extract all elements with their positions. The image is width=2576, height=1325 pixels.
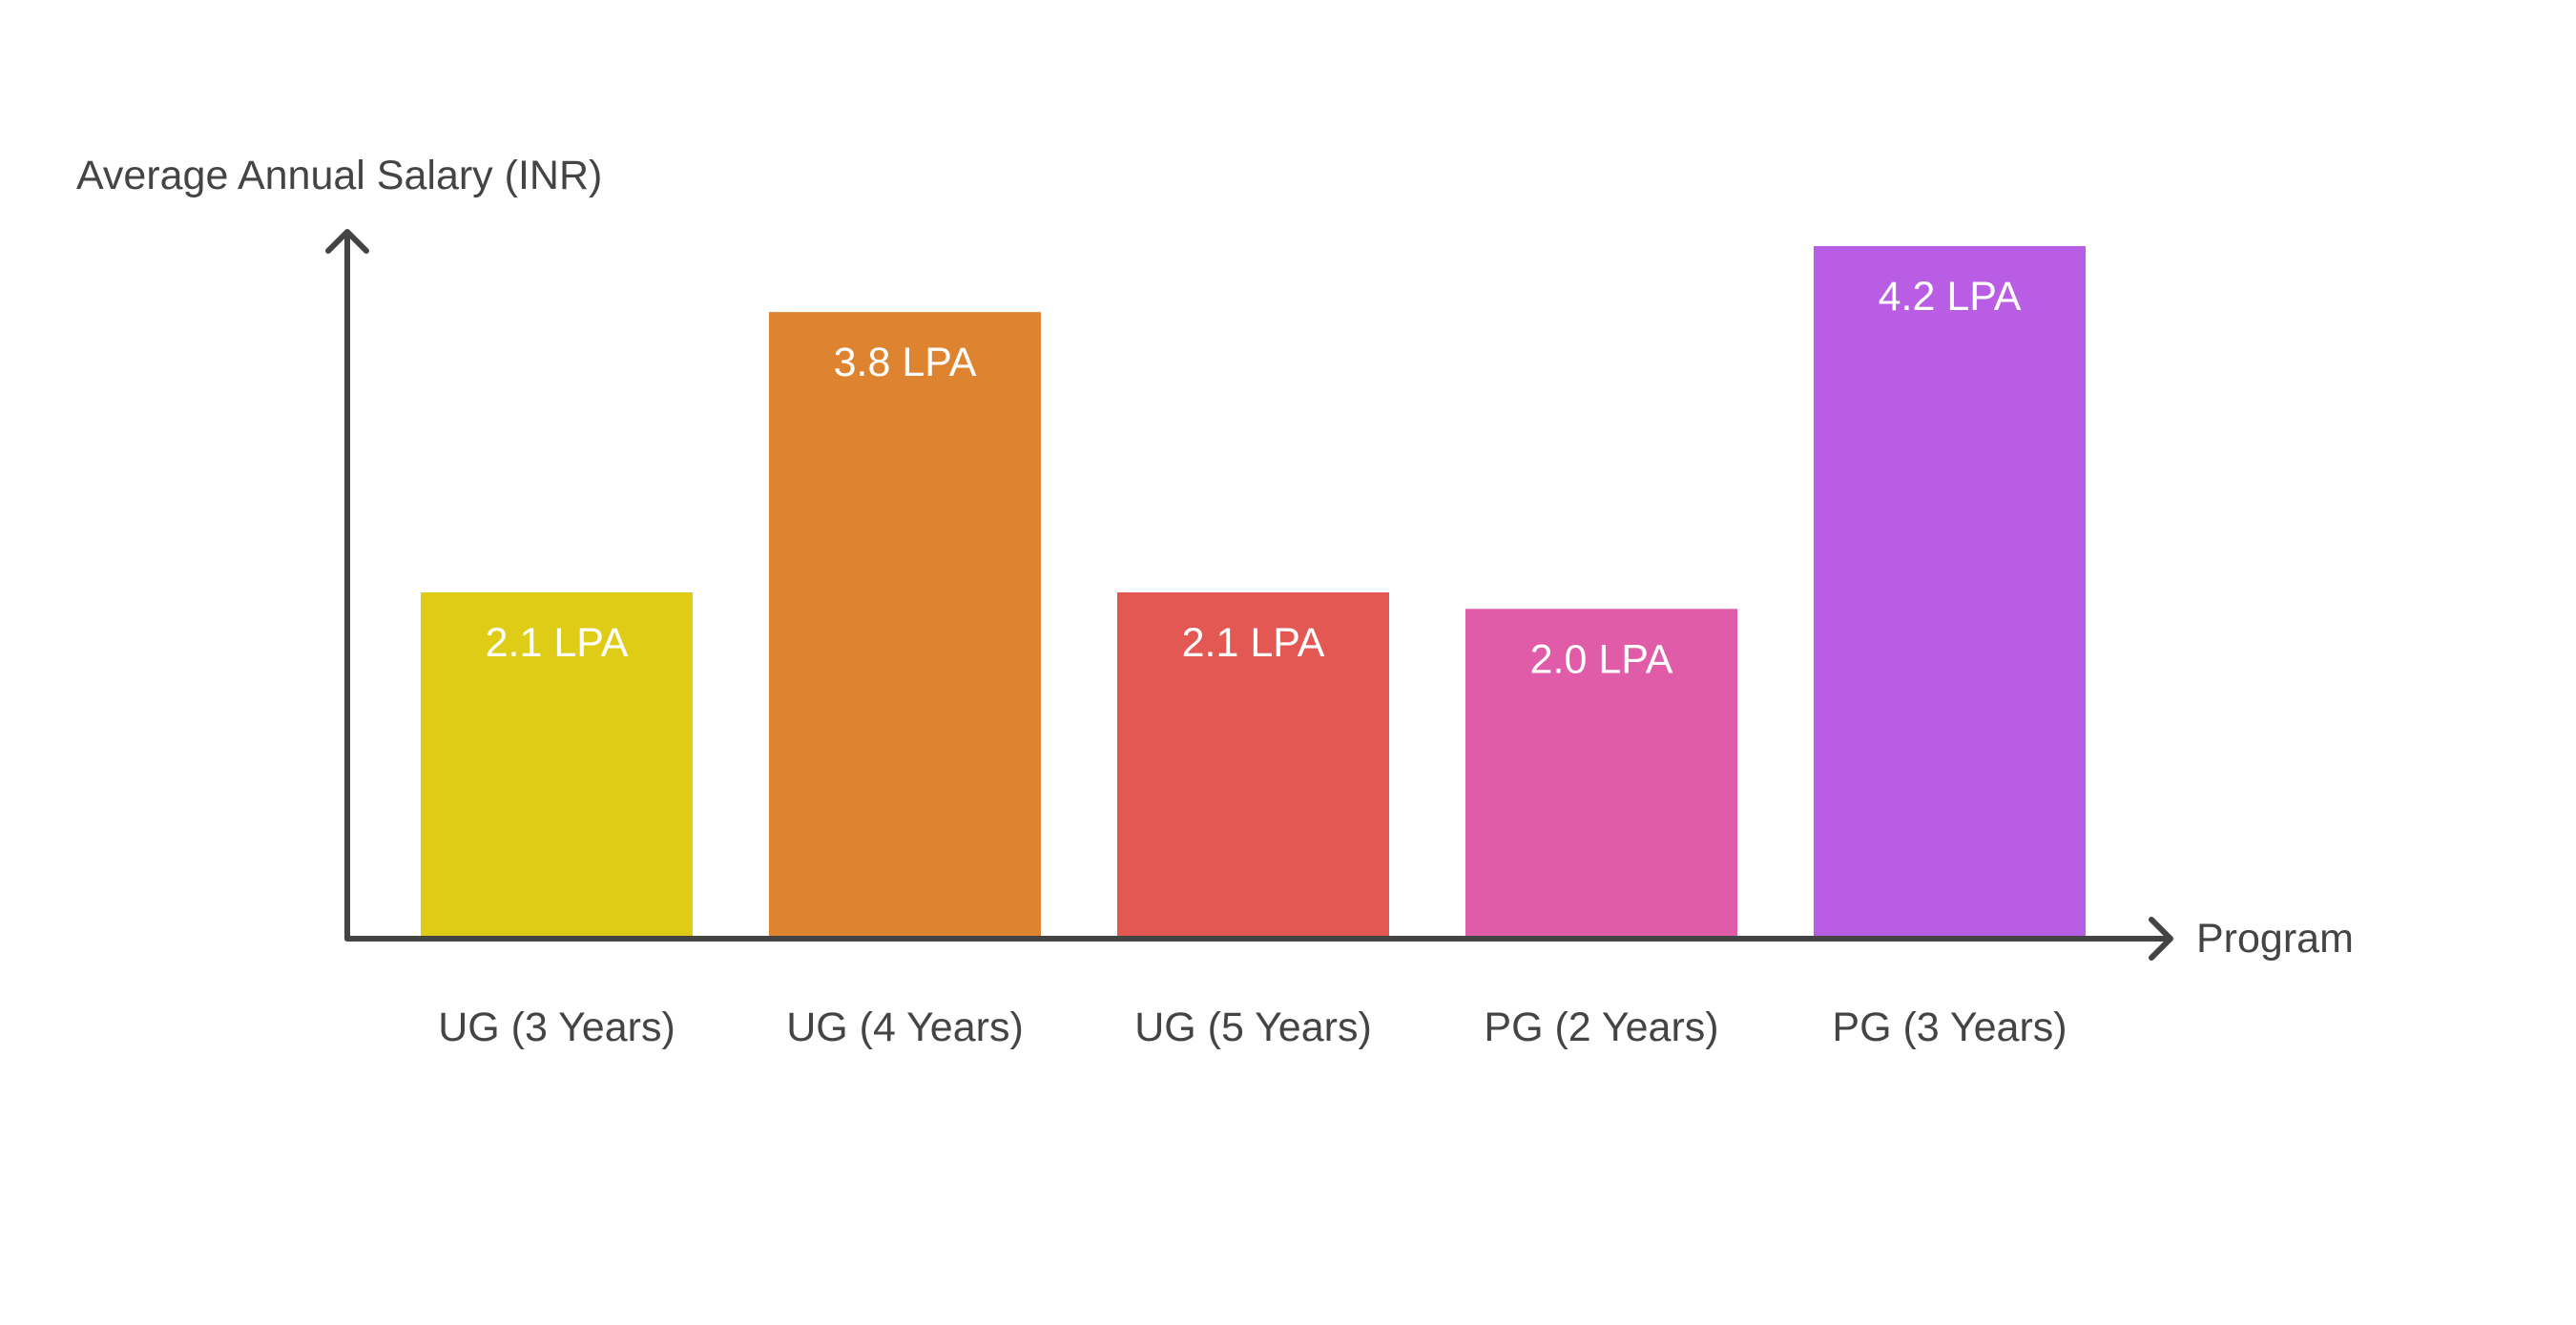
- bar-4: [1465, 609, 1737, 939]
- data-label-5: 4.2 LPA: [1879, 274, 2022, 320]
- x-tick-labels-layer: UG (3 Years) UG (4 Years) UG (5 Years) PG (…: [438, 1004, 2067, 1050]
- y-axis-arrowhead: [325, 229, 369, 254]
- bar-5: [1814, 246, 2086, 939]
- data-label-1: 2.1 LPA: [486, 620, 629, 666]
- y-axis-title: Average Annual Salary (INR): [76, 153, 602, 198]
- x-axis-arrowhead: [2149, 917, 2173, 961]
- data-label-3: 2.1 LPA: [1182, 620, 1325, 666]
- bar-2: [769, 312, 1041, 940]
- bar-3: [1117, 592, 1389, 939]
- data-label-4: 2.0 LPA: [1530, 636, 1673, 682]
- bars-layer: [421, 246, 2086, 940]
- x-tick-label-4: PG (2 Years): [1484, 1004, 1718, 1050]
- x-tick-label-3: UG (5 Years): [1134, 1004, 1372, 1050]
- bar-1: [421, 592, 693, 939]
- x-tick-label-5: PG (3 Years): [1832, 1004, 2067, 1050]
- x-tick-label-1: UG (3 Years): [438, 1004, 675, 1050]
- data-labels-layer: 2.1 LPA 3.8 LPA 2.1 LPA 2.0 LPA 4.2 LPA: [486, 274, 2022, 682]
- x-axis-title: Program: [2196, 916, 2354, 962]
- x-tick-label-2: UG (4 Years): [786, 1004, 1024, 1050]
- data-label-2: 3.8 LPA: [834, 340, 977, 385]
